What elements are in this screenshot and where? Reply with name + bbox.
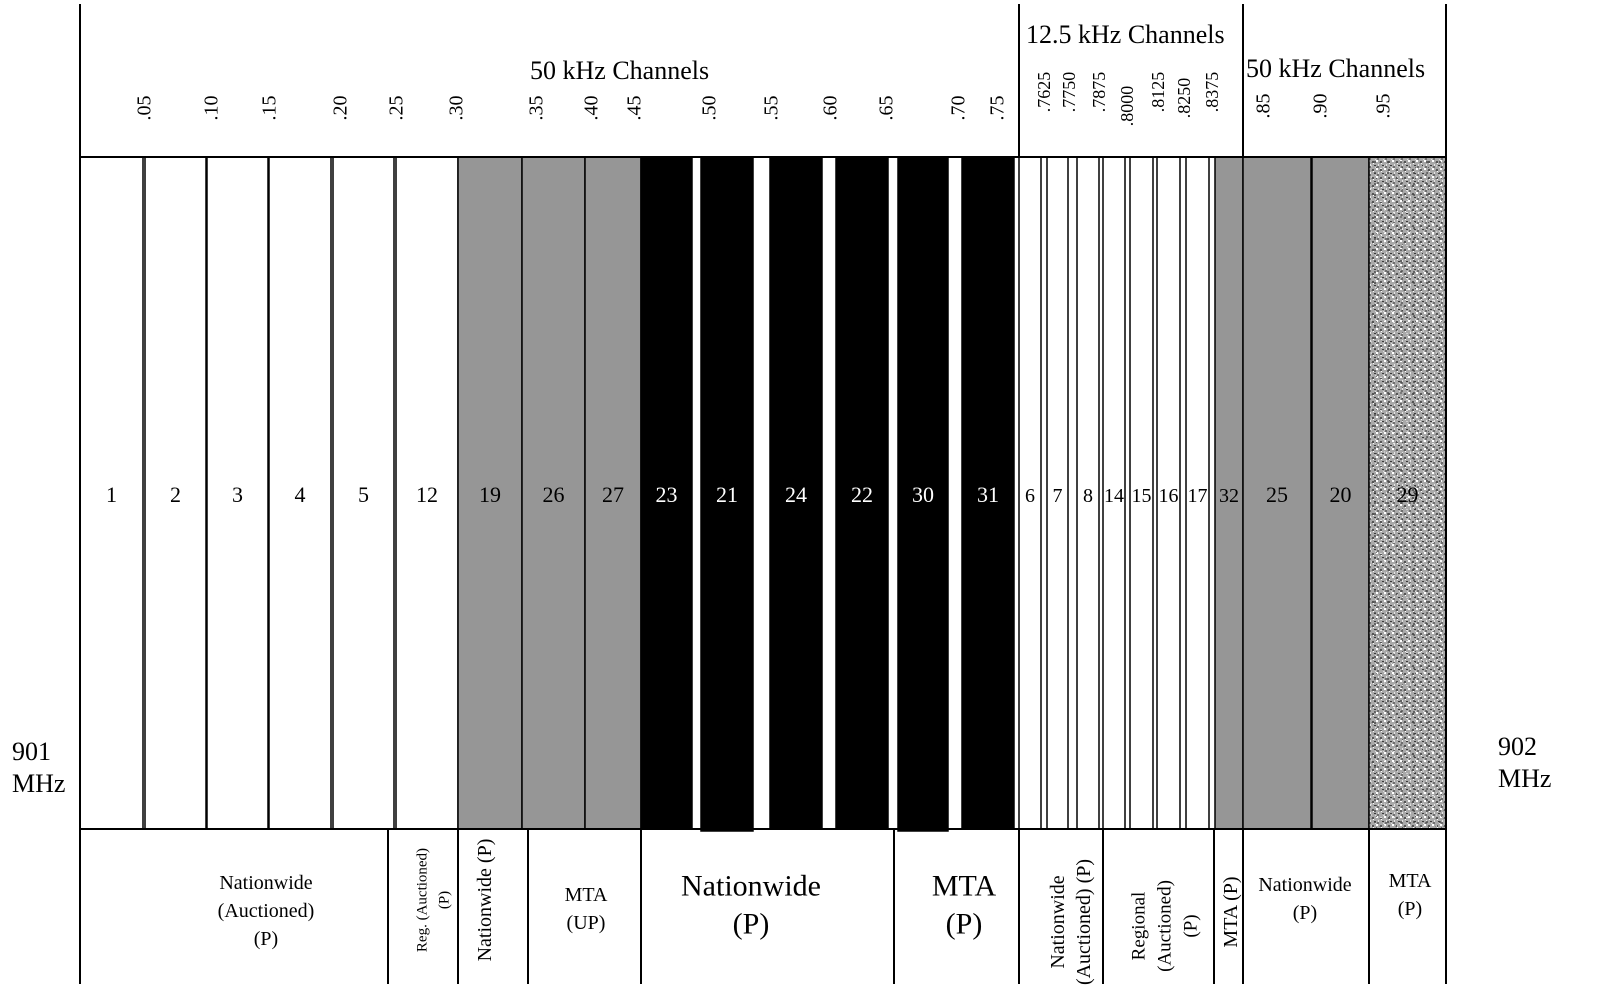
channel-number: 20 [1330,482,1352,507]
tick-label: .8375 [1202,72,1222,113]
group-label: MTA (UP) [565,884,608,934]
channel-number: 3 [232,482,243,507]
channel-number: 5 [358,482,369,507]
channel-number: 15 [1132,485,1152,507]
tick-label: .95 [1373,94,1395,119]
channel-number: 31 [977,482,999,507]
header-50khz-left: 50 kHz Channels [530,56,710,85]
channel-bar [521,156,586,830]
channel-number: 30 [912,482,934,507]
channel-bar [144,156,207,830]
tick-label: .90 [1310,94,1332,119]
channel-bar-texture [1369,157,1446,829]
channel-number: 23 [656,482,678,507]
tick-label: .15 [259,96,281,121]
channel-bar [1242,156,1312,830]
tick-label: .8250 [1174,78,1194,119]
channel-number: 7 [1053,485,1063,507]
group-label: Nationwide (P) [681,870,821,941]
tick-label: .75 [987,96,1009,121]
channel-number: 19 [479,482,501,507]
right-frequency-unit: MHz [1498,764,1552,793]
channel-number: 22 [851,482,873,507]
channel-number: 4 [295,482,306,507]
channel-bar [79,156,144,830]
channel-number: 32 [1219,485,1239,507]
tick-label: .20 [330,96,352,121]
channel-bar [332,156,395,830]
tick-label: .30 [446,96,468,121]
group-label: MTA (P) [932,870,997,941]
group-label: Nationwide (P) [474,839,496,962]
channel-bar [897,156,949,832]
tick-label: .60 [820,96,842,121]
channel-number: 27 [602,482,624,507]
channel-bar [584,156,642,830]
tick-label: .55 [761,96,783,121]
group-label: Reg. (Auctioned) (P) [414,848,452,952]
tick-label: .7625 [1034,72,1054,113]
group-label: Nationwide (Auctioned) (P) [1047,859,1095,985]
header-50khz-right: 50 kHz Channels [1246,54,1426,83]
channel-number: 26 [543,482,565,507]
channel-number: 21 [716,482,738,507]
channel-number: 17 [1188,485,1208,507]
left-frequency-label: 901 MHz [12,736,65,800]
tick-label: .8000 [1117,86,1137,127]
channel-number: 6 [1025,485,1035,507]
tick-label: .10 [201,96,223,121]
tick-label: .65 [876,96,898,121]
group-label: Nationwide (P) [1258,874,1351,924]
channel-number: 12 [416,482,438,507]
left-frequency-unit: MHz [12,769,66,798]
tick-label: .8125 [1148,72,1168,113]
tick-label: .25 [386,96,408,121]
tick-label: .85 [1253,94,1275,119]
channel-number: 14 [1104,485,1124,507]
channel-number: 1 [106,482,117,507]
group-label: MTA (P) [1220,876,1242,947]
header-12-5khz: 12.5 kHz Channels [1026,20,1225,49]
channel-number: 24 [785,482,807,507]
channel-number: 25 [1266,482,1288,507]
group-label: MTA (P) [1389,870,1432,920]
tick-label: .7875 [1089,72,1109,113]
channel-number: 8 [1083,485,1093,507]
channel-number: 2 [170,482,181,507]
group-label: Nationwide (Auctioned) (P) [218,872,315,950]
tick-label: .45 [624,96,646,121]
tick-label: .7750 [1059,72,1079,113]
channel-number: 29 [1397,482,1419,507]
tick-label: .35 [526,96,548,121]
channel-number: 16 [1159,485,1179,507]
channel-bar [961,156,1015,830]
left-frequency-value: 901 [12,737,51,766]
group-label: Regional (Auctioned) (P) [1129,880,1202,972]
tick-label: .70 [948,96,970,121]
right-frequency-value: 902 [1498,732,1537,761]
tick-label: .40 [581,96,603,121]
right-frequency-label: 902 MHz [1498,731,1551,795]
tick-label: .50 [699,96,721,121]
tick-label: .05 [134,96,156,121]
